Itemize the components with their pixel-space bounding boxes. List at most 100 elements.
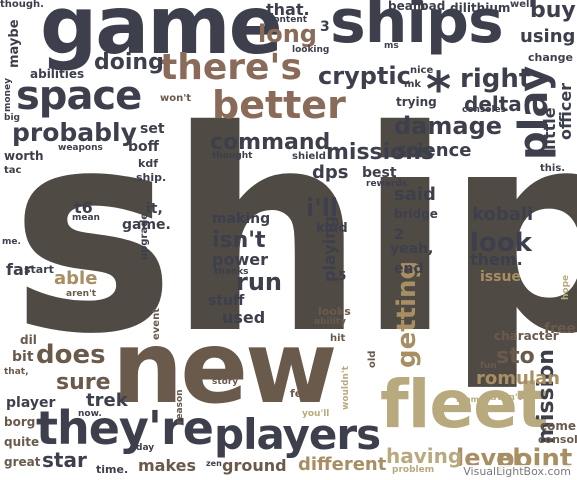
word-buy: buy bbox=[530, 0, 576, 23]
word-science: science bbox=[396, 140, 472, 161]
word-character: character bbox=[494, 329, 559, 343]
word-trying: trying bbox=[396, 95, 437, 109]
word-youll: you'll bbox=[302, 409, 330, 419]
word-boff: boff bbox=[128, 139, 159, 155]
word-day: day bbox=[136, 443, 155, 453]
word-upgrade: upgrade bbox=[139, 212, 150, 260]
word-shipperiod: ship. bbox=[136, 171, 167, 184]
word-time: time. bbox=[96, 463, 129, 476]
word-dilithium: dilithium bbox=[450, 1, 511, 15]
word-mean: mean bbox=[72, 213, 100, 223]
word-set: set bbox=[140, 121, 165, 137]
word-start: start bbox=[24, 263, 54, 276]
word-long: long bbox=[258, 20, 317, 48]
word-shield: shield bbox=[292, 151, 326, 162]
word-colon: :) bbox=[128, 35, 136, 45]
word-space: space bbox=[16, 73, 142, 119]
word-looks: looks bbox=[318, 305, 351, 318]
word-old: old bbox=[367, 350, 378, 368]
word-zen: zen bbox=[206, 459, 222, 468]
word-come: come bbox=[540, 419, 576, 433]
word-bad: bad bbox=[420, 0, 446, 13]
word-content: content bbox=[268, 15, 308, 25]
word-story: story bbox=[212, 377, 239, 387]
word-me: me. bbox=[2, 237, 21, 247]
word-rewards: rewards bbox=[366, 179, 408, 189]
word-tac: tac bbox=[4, 165, 22, 176]
word-great: great bbox=[4, 455, 41, 469]
watermark-text: VisualLightBox.com bbox=[461, 465, 573, 478]
word-run: run bbox=[236, 268, 283, 296]
word-stuff: stuff bbox=[208, 293, 245, 309]
word-bridge: bridge bbox=[394, 207, 438, 221]
word-fed: fed bbox=[290, 387, 311, 400]
word-said: said bbox=[394, 184, 436, 205]
word-looking: looking bbox=[292, 45, 330, 55]
word-romulan: romulan bbox=[476, 368, 560, 389]
word-abilities: abilities bbox=[30, 67, 85, 81]
word-kdf: kdf bbox=[138, 157, 158, 170]
word-mk: mk bbox=[404, 79, 422, 90]
word-theyre: they're bbox=[36, 401, 214, 455]
word-big: big bbox=[4, 113, 20, 123]
word-having: having bbox=[386, 444, 463, 468]
word-it: it, bbox=[146, 201, 163, 217]
word-worth: worth bbox=[4, 149, 44, 163]
word-star: star bbox=[42, 448, 87, 472]
word-officer: officer bbox=[556, 82, 575, 140]
word-hope: hope bbox=[561, 274, 571, 300]
word-quite: quite bbox=[4, 435, 40, 449]
word-thought: thought bbox=[212, 151, 253, 161]
word-wouldnt: wouldn't bbox=[341, 366, 351, 410]
word-asterisk: * bbox=[426, 62, 452, 118]
word-weapons: weapons bbox=[58, 143, 103, 153]
word-kobali: kobali bbox=[472, 204, 534, 225]
word-doing: doing bbox=[94, 50, 164, 75]
word-making: making bbox=[212, 211, 271, 227]
word-though: though. bbox=[0, 0, 44, 10]
word-arent: aren't bbox=[66, 289, 97, 299]
word-trek: trek bbox=[86, 390, 128, 411]
word-t6: t6 bbox=[74, 198, 93, 217]
word-theres: there's bbox=[160, 47, 302, 88]
word-player: player bbox=[6, 395, 56, 411]
word-delta: delta bbox=[464, 92, 522, 116]
word-ground: ground bbox=[222, 456, 287, 475]
word-sto: sto bbox=[496, 344, 535, 369]
word-far: far bbox=[6, 260, 32, 279]
word-does: does bbox=[36, 340, 106, 370]
word-consoles: consoles bbox=[462, 105, 507, 115]
word-well: well, bbox=[510, 0, 537, 10]
word-ships: ships bbox=[330, 0, 504, 57]
word-now: now. bbox=[78, 409, 102, 419]
word-kind: kind bbox=[316, 221, 348, 236]
word-damage: damage bbox=[394, 112, 503, 140]
word-command: command bbox=[210, 130, 331, 155]
word-players: players bbox=[214, 410, 381, 459]
word-five: 5 bbox=[338, 269, 347, 283]
word-two: 2 bbox=[394, 227, 404, 243]
word-sure: sure bbox=[56, 370, 111, 395]
word-free: free bbox=[544, 321, 576, 337]
word-dil: dil bbox=[20, 333, 37, 347]
word-missions: missions bbox=[326, 140, 435, 165]
word-money: money bbox=[3, 78, 13, 112]
word-ill: i'll bbox=[306, 194, 339, 222]
word-reason: reason bbox=[175, 389, 185, 424]
word-dps: dps bbox=[312, 162, 349, 183]
word-ability: ability bbox=[314, 317, 346, 327]
word-havent: haven't bbox=[484, 393, 522, 403]
word-best: best bbox=[362, 165, 397, 181]
word-gameperiod: game. bbox=[122, 217, 171, 233]
word-them: them. bbox=[470, 250, 523, 269]
word-makes: makes bbox=[138, 456, 197, 475]
word-power: power bbox=[212, 250, 268, 269]
word-console: console bbox=[538, 433, 577, 446]
word-maybe: maybe bbox=[7, 19, 22, 68]
word-three: 3 bbox=[320, 19, 330, 35]
word-fun: fun bbox=[480, 361, 497, 371]
word-look: look bbox=[470, 228, 532, 258]
word-hit: hit bbox=[330, 333, 346, 344]
word-borg: borg bbox=[4, 415, 36, 429]
